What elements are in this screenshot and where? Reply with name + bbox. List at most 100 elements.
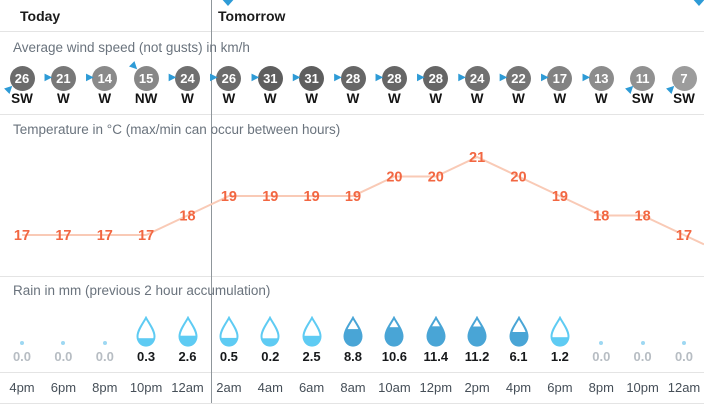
time-axis-label: 12pm [419,380,453,395]
wind-speed-badge: 28 [381,66,407,91]
time-axis-label: 10pm [129,380,163,395]
rain-value-label: 0.0 [54,349,73,364]
rain-value-label: 11.2 [464,349,490,364]
time-axis-label: 4pm [505,380,532,395]
rain-value-label: 0.0 [674,349,694,364]
rain-droplet-icon [177,316,198,347]
rain-value-label: 8.8 [343,349,363,364]
rain-droplet-icon [260,316,280,347]
wind-direction-label: W [470,91,484,106]
temperature-value-label: 19 [345,189,361,205]
rain-trace-dot-icon [599,341,604,345]
wind-speed-badge: 15 [133,66,159,91]
temperature-value-label: 20 [386,170,402,186]
temperature-value-label: 18 [593,209,609,225]
time-axis-label: 8pm [92,380,118,395]
time-axis-label: 6am [298,380,325,395]
rain-value-label: 2.5 [302,349,321,364]
divider [0,114,704,115]
rain-droplet-icon [219,316,239,347]
wind-direction-arrow-icon: ▶ [251,72,260,83]
temperature-value-label: 17 [97,228,113,244]
wind-speed-badge: 22 [506,66,531,91]
wind-direction-label: W [512,91,525,106]
wind-direction-arrow-icon: ▶ [499,72,508,83]
temperature-value-label: 21 [469,150,485,166]
wind-direction-arrow-icon: ▶ [416,72,425,83]
rain-trace-dot-icon [682,341,686,345]
temperature-value-label: 19 [552,189,568,205]
wind-direction-arrow-icon: ▶ [44,72,53,83]
time-axis-label: 10am [378,380,411,395]
temperature-value-label: 17 [14,228,30,244]
wind-section-label: Average wind speed (not gusts) in km/h [13,40,250,55]
rain-value-label: 6.1 [509,349,528,364]
wind-direction-arrow-icon: ▶ [168,72,177,83]
rain-droplet-icon [467,316,487,347]
wind-direction-arrow-icon: ▶ [334,72,342,83]
wind-direction-label: SW [11,91,33,106]
day-start-marker-icon [220,0,236,6]
temperature-value-label: 20 [510,170,526,186]
wind-direction-label: SW [631,91,654,106]
rain-trace-dot-icon [61,341,66,345]
time-axis-label: 10pm [626,380,659,395]
wind-direction-label: W [429,91,443,106]
rain-value-label: 0.0 [633,349,652,364]
time-axis-label: 4am [257,380,283,395]
wind-direction-label: SW [673,91,695,106]
day-heading-today: Today [20,8,61,24]
wind-speed-badge: 21 [50,66,76,91]
rain-value-label: 0.0 [12,349,32,364]
rain-value-label: 2.6 [178,349,197,364]
wind-speed-badge: 31 [257,66,283,91]
time-axis-label: 2am [216,380,242,395]
wind-speed-badge: 26 [216,66,242,91]
rain-value-label: 0.3 [137,349,156,364]
wind-speed-badge: 13 [588,66,614,91]
time-axis-label: 12am [667,380,701,395]
time-axis-label: 8pm [588,380,614,395]
wind-direction-arrow-icon: ▶ [458,72,466,83]
wind-direction-label: W [594,91,608,106]
wind-speed-badge: 7 [671,66,697,91]
rain-droplet-icon [508,316,529,347]
wind-direction-label: W [346,91,360,106]
wind-speed-badge: 11 [630,66,656,91]
rain-trace-dot-icon [20,341,24,345]
rain-value-label: 0.0 [95,349,114,364]
wind-direction-label: W [263,91,277,106]
wind-direction-arrow-icon: ▶ [541,72,549,83]
rain-droplet-icon [302,316,322,347]
temperature-section-label: Temperature in °C (max/min can occur bet… [13,122,341,137]
rain-trace-dot-icon [102,341,107,345]
rain-droplet-icon [426,316,446,347]
wind-direction-label: NW [134,91,158,106]
temperature-value-label: 17 [676,228,692,244]
rain-value-label: 0.5 [219,349,238,364]
wind-direction-arrow-icon: ▶ [582,72,591,83]
temperature-value-label: 19 [262,189,278,205]
day-heading-tomorrow: Tomorrow [218,8,286,24]
wind-direction-label: W [388,91,401,106]
wind-direction-label: W [181,91,194,106]
rain-value-label: 11.4 [423,349,449,364]
temperature-value-label: 17 [138,228,154,244]
wind-speed-badge: 28 [340,66,366,91]
day-end-marker-icon [691,0,704,6]
day-divider-line [211,0,212,403]
rain-value-label: 1.2 [550,349,569,364]
temperature-value-label: 19 [221,189,237,205]
wind-speed-badge: 14 [92,66,118,91]
wind-direction-label: W [57,91,70,106]
rain-value-label: 0.2 [261,349,280,364]
temperature-value-label: 19 [304,189,320,205]
temperature-value-label: 20 [428,170,444,186]
wind-speed-badge: 24 [175,66,200,91]
divider [0,276,704,277]
wind-direction-arrow-icon: ▶ [375,72,384,83]
time-axis-label: 2pm [464,380,490,395]
wind-direction-label: W [222,91,236,106]
time-axis-label: 6pm [547,380,573,395]
wind-direction-arrow-icon: ▶ [210,72,218,83]
